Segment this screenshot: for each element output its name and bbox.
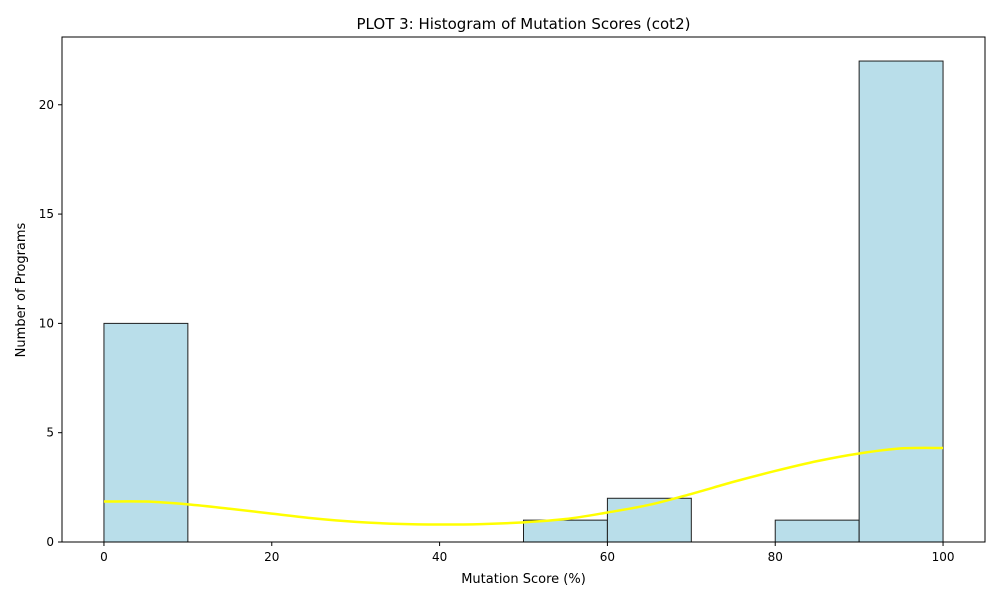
- y-tick-label: 5: [46, 426, 54, 440]
- bars-group: [103, 60, 944, 543]
- y-tick-label: 10: [39, 316, 54, 330]
- y-axis-label: Number of Programs: [14, 222, 29, 357]
- chart-title: PLOT 3: Histogram of Mutation Scores (co…: [357, 15, 691, 33]
- x-tick-label: 80: [768, 550, 783, 564]
- x-tick-label: 40: [432, 550, 447, 564]
- plot-frame: [61, 36, 986, 543]
- x-axis-ticks: 0 20 40 60 80 100: [100, 542, 954, 564]
- y-tick-label: 20: [39, 98, 54, 112]
- x-tick-label: 0: [100, 550, 108, 564]
- y-axis-ticks: 0 5 10 15 20: [39, 98, 62, 549]
- histogram-bar-0-10: [103, 322, 189, 543]
- y-tick-label: 15: [39, 207, 54, 221]
- y-tick-label: 0: [46, 535, 54, 549]
- x-tick-label: 20: [264, 550, 279, 564]
- kde-group: [103, 446, 944, 526]
- histogram-bar-90-100: [858, 60, 944, 543]
- x-axis-label: Mutation Score (%): [461, 572, 586, 587]
- histogram-bar-80-90: [774, 519, 860, 543]
- histogram-bar-50-60: [523, 519, 608, 543]
- kde-line: [103, 446, 944, 526]
- x-tick-label: 60: [600, 550, 615, 564]
- x-tick-label: 100: [932, 550, 955, 564]
